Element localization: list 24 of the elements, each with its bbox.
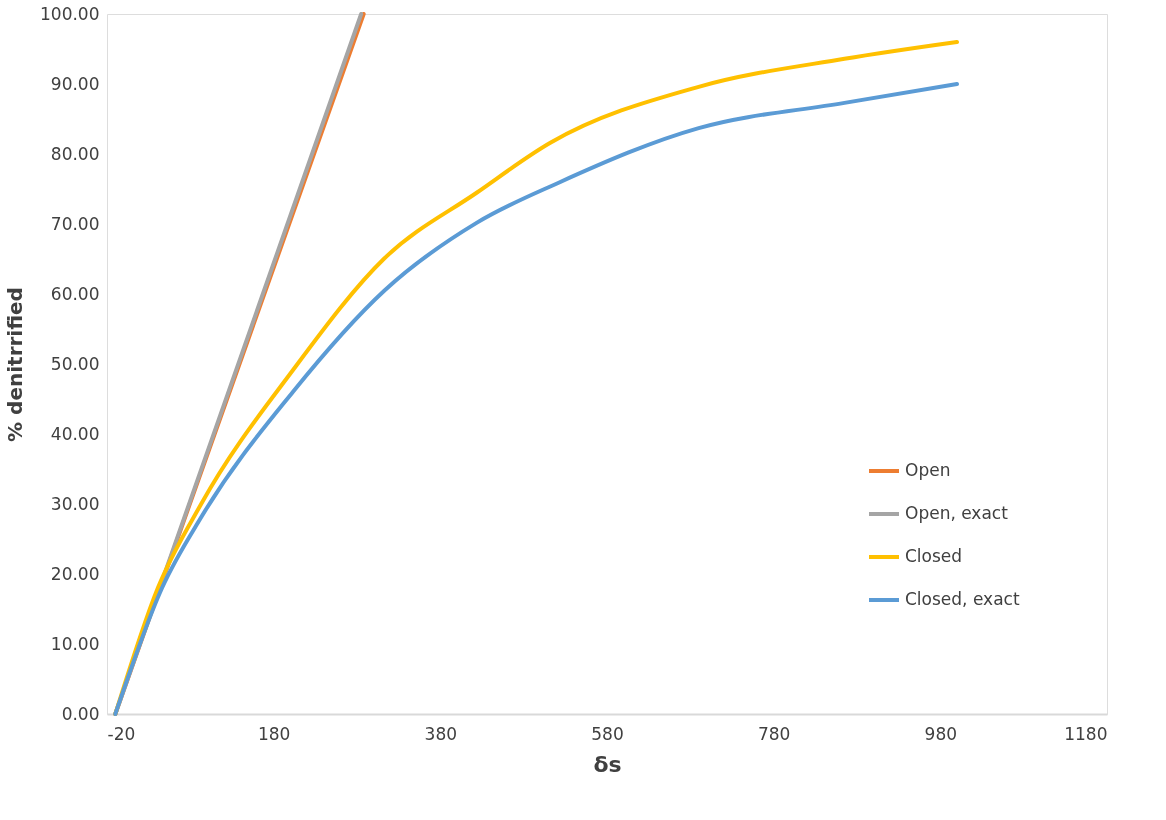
x-tick-label: 1180 — [1064, 723, 1108, 744]
y-tick-label: 100.00 — [40, 3, 100, 24]
y-tick-label: 30.00 — [50, 493, 100, 514]
y-tick-label: 90.00 — [50, 73, 100, 94]
y-tick-label: 60.00 — [50, 283, 100, 304]
y-tick-label: 20.00 — [50, 563, 100, 584]
y-tick-label: 50.00 — [50, 353, 100, 374]
y-tick-label: 40.00 — [50, 423, 100, 444]
x-tick-label: 980 — [924, 723, 958, 744]
y-tick-label: 80.00 — [50, 143, 100, 164]
y-tick-label: 10.00 — [50, 633, 100, 654]
x-axis-title: δs — [593, 751, 622, 777]
y-tick-label: 0.00 — [61, 703, 100, 724]
y-tick-label: 70.00 — [50, 213, 100, 234]
legend-label: Open, exact — [905, 503, 1009, 523]
legend-label: Closed — [905, 546, 963, 566]
legend-label: Open — [905, 460, 951, 480]
legend-label: Closed, exact — [905, 589, 1020, 609]
x-tick-label: 380 — [424, 723, 458, 744]
x-tick-label: -20 — [107, 723, 136, 744]
x-tick-label: 180 — [257, 723, 291, 744]
x-tick-label: 780 — [757, 723, 791, 744]
x-tick-label: 580 — [591, 723, 624, 744]
y-axis-title: % denitrrified — [3, 287, 28, 442]
